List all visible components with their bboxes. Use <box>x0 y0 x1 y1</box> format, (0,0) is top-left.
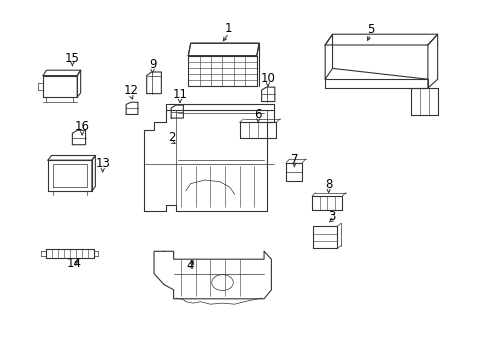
Text: 6: 6 <box>254 108 262 121</box>
Text: 2: 2 <box>168 131 176 144</box>
Text: 11: 11 <box>172 88 187 101</box>
Text: 15: 15 <box>65 52 80 65</box>
Text: 10: 10 <box>260 72 275 85</box>
Text: 14: 14 <box>67 257 81 270</box>
Text: 1: 1 <box>224 22 232 35</box>
Text: 4: 4 <box>185 259 193 272</box>
Text: 8: 8 <box>324 178 332 191</box>
Text: 5: 5 <box>366 23 374 36</box>
Text: 3: 3 <box>327 210 335 222</box>
Text: 9: 9 <box>148 58 156 71</box>
Text: 16: 16 <box>75 120 89 133</box>
Text: 12: 12 <box>123 84 138 97</box>
Text: 7: 7 <box>290 153 298 166</box>
Text: 13: 13 <box>95 157 110 170</box>
